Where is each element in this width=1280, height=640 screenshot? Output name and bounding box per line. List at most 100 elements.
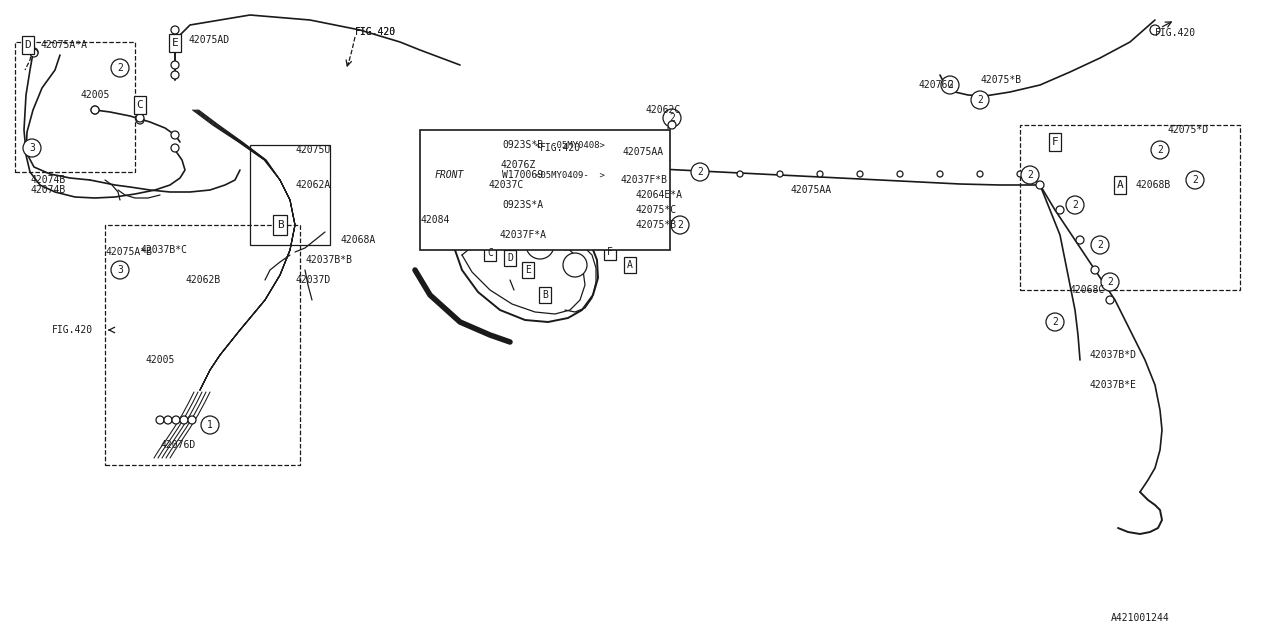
Bar bbox=[504, 250, 516, 266]
Text: 2: 2 bbox=[947, 80, 952, 90]
Circle shape bbox=[172, 26, 179, 34]
Text: 2: 2 bbox=[116, 63, 123, 73]
Text: 2: 2 bbox=[1027, 170, 1033, 180]
Circle shape bbox=[111, 261, 129, 279]
Circle shape bbox=[23, 139, 41, 157]
Circle shape bbox=[439, 196, 457, 214]
Bar bbox=[1020, 125, 1240, 290]
Bar bbox=[522, 262, 534, 278]
Text: B: B bbox=[541, 290, 548, 300]
Text: 42037F*B: 42037F*B bbox=[620, 175, 667, 185]
Text: 2: 2 bbox=[677, 220, 684, 230]
Circle shape bbox=[439, 136, 457, 154]
Text: C: C bbox=[137, 100, 143, 110]
Text: 42005: 42005 bbox=[145, 355, 174, 365]
Circle shape bbox=[1101, 273, 1119, 291]
Text: A: A bbox=[627, 260, 632, 270]
Text: C: C bbox=[488, 248, 493, 258]
Text: FRONT: FRONT bbox=[435, 170, 465, 180]
Text: 42005: 42005 bbox=[81, 90, 109, 100]
Text: E: E bbox=[525, 265, 531, 275]
Text: 2: 2 bbox=[1073, 200, 1078, 210]
Text: 42075*B: 42075*B bbox=[980, 75, 1021, 85]
Circle shape bbox=[737, 171, 742, 177]
Text: D: D bbox=[24, 40, 32, 50]
Text: 42068B: 42068B bbox=[1135, 180, 1170, 190]
Circle shape bbox=[172, 44, 179, 52]
Circle shape bbox=[439, 226, 457, 244]
Circle shape bbox=[526, 231, 554, 259]
Circle shape bbox=[897, 171, 902, 177]
Text: 3: 3 bbox=[116, 265, 123, 275]
Text: 42075A*B: 42075A*B bbox=[105, 247, 152, 257]
Circle shape bbox=[1149, 25, 1160, 35]
Circle shape bbox=[111, 59, 129, 77]
Text: 42075*B: 42075*B bbox=[635, 220, 676, 230]
Circle shape bbox=[1046, 313, 1064, 331]
Circle shape bbox=[172, 416, 180, 424]
Circle shape bbox=[972, 91, 989, 109]
Circle shape bbox=[201, 416, 219, 434]
Text: 42062C: 42062C bbox=[645, 105, 680, 115]
Circle shape bbox=[1076, 236, 1084, 244]
Bar bbox=[169, 35, 182, 52]
Text: 42074B: 42074B bbox=[29, 175, 65, 185]
Circle shape bbox=[698, 171, 703, 177]
Text: 42075AA: 42075AA bbox=[790, 185, 831, 195]
Text: 2: 2 bbox=[1097, 240, 1103, 250]
Circle shape bbox=[29, 48, 38, 56]
Text: 3: 3 bbox=[445, 230, 451, 240]
Text: 42076D: 42076D bbox=[160, 440, 196, 450]
Circle shape bbox=[1187, 171, 1204, 189]
Circle shape bbox=[941, 76, 959, 94]
Text: 42062A: 42062A bbox=[294, 180, 330, 190]
Circle shape bbox=[937, 171, 943, 177]
Bar bbox=[539, 287, 552, 303]
Text: 1: 1 bbox=[445, 140, 451, 150]
Circle shape bbox=[1151, 141, 1169, 159]
Circle shape bbox=[1106, 296, 1114, 304]
Circle shape bbox=[1056, 206, 1064, 214]
Bar bbox=[250, 145, 330, 245]
Text: E: E bbox=[172, 38, 178, 48]
Text: 42037B*E: 42037B*E bbox=[1091, 380, 1137, 390]
Circle shape bbox=[172, 131, 179, 139]
Circle shape bbox=[817, 171, 823, 177]
Circle shape bbox=[172, 144, 179, 152]
Text: 2: 2 bbox=[698, 167, 703, 177]
Text: 1: 1 bbox=[207, 420, 212, 430]
Circle shape bbox=[164, 416, 172, 424]
Text: 0923S*B: 0923S*B bbox=[502, 140, 543, 150]
Text: FIG.420: FIG.420 bbox=[52, 325, 93, 335]
Bar bbox=[420, 130, 669, 250]
Text: B: B bbox=[276, 220, 283, 230]
Bar bbox=[133, 97, 146, 114]
Circle shape bbox=[617, 171, 623, 177]
Text: 42075*C: 42075*C bbox=[635, 205, 676, 215]
Text: FIG.420: FIG.420 bbox=[1155, 28, 1196, 38]
Circle shape bbox=[1091, 236, 1108, 254]
Bar bbox=[105, 225, 300, 465]
Text: W170069: W170069 bbox=[502, 170, 543, 180]
Text: 42068C: 42068C bbox=[1070, 285, 1105, 295]
Circle shape bbox=[188, 416, 196, 424]
Bar bbox=[604, 244, 616, 260]
Circle shape bbox=[136, 116, 145, 124]
Circle shape bbox=[663, 109, 681, 127]
Text: A: A bbox=[1116, 180, 1124, 190]
Circle shape bbox=[858, 171, 863, 177]
Bar bbox=[22, 36, 35, 54]
Bar bbox=[484, 245, 497, 261]
Text: FIG.420: FIG.420 bbox=[540, 143, 581, 153]
Text: <05MY0409-  >: <05MY0409- > bbox=[535, 170, 605, 179]
Text: D: D bbox=[507, 253, 513, 263]
Circle shape bbox=[1018, 171, 1023, 177]
Text: 42075AD: 42075AD bbox=[188, 35, 229, 45]
Text: 42037B*D: 42037B*D bbox=[1091, 350, 1137, 360]
Text: 42068A: 42068A bbox=[340, 235, 375, 245]
Circle shape bbox=[91, 106, 99, 114]
Text: 2: 2 bbox=[627, 175, 632, 185]
Text: <  -05MY0408>: < -05MY0408> bbox=[535, 141, 605, 150]
Text: 42037B*B: 42037B*B bbox=[305, 255, 352, 265]
Circle shape bbox=[671, 216, 689, 234]
